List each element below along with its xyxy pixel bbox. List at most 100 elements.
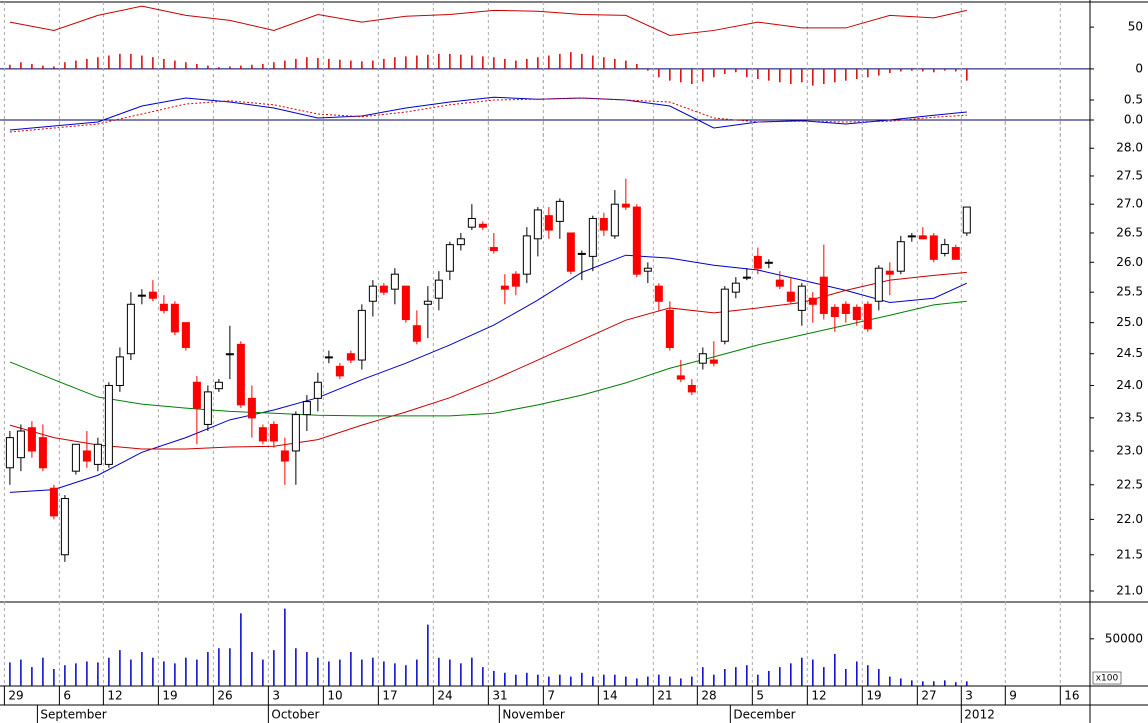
candle-body [16, 430, 25, 459]
candle-body [940, 244, 949, 254]
candle-body [390, 273, 399, 290]
candle-body [170, 303, 179, 333]
candle-body [918, 235, 927, 240]
candle-body [467, 218, 476, 228]
x-tick-label: 12 [107, 689, 122, 703]
unit-label: x100 [1096, 674, 1119, 684]
x-tick-label: 10 [327, 689, 342, 703]
y-tick-label: 24.0 [1116, 378, 1143, 392]
candle-body [632, 206, 641, 275]
candle-body [357, 309, 366, 361]
candle-body [907, 235, 916, 238]
candle-body [929, 235, 938, 260]
candle-body [621, 203, 630, 208]
candle-body [522, 235, 531, 275]
candle-body [269, 423, 278, 442]
candle-body [291, 414, 300, 452]
x-tick-label: 14 [602, 689, 617, 703]
candle-body [489, 247, 498, 251]
candle-body [753, 255, 762, 269]
y-tick-label: 26.0 [1116, 255, 1143, 269]
candle-body [720, 288, 729, 342]
y-tick-label: 21.5 [1116, 547, 1143, 561]
candle-body [82, 450, 91, 462]
candle-body [665, 309, 674, 348]
candle-body [456, 238, 465, 246]
candle-body [698, 353, 707, 364]
y-tick-label: 21.0 [1116, 583, 1143, 597]
candle-body [93, 443, 102, 465]
candle-body [181, 322, 190, 348]
candle-body [544, 215, 553, 231]
x-tick-label: 7 [547, 689, 555, 703]
candle-body [368, 285, 377, 302]
candle-body [533, 209, 542, 240]
candle-body [643, 267, 652, 272]
x-tick-label: 28 [701, 689, 716, 703]
candle-body [786, 291, 795, 302]
candle-body [126, 303, 135, 355]
candle-body [71, 443, 80, 472]
candle-body [159, 303, 168, 311]
y-tick-label: 50 [1128, 20, 1143, 34]
candle-body [874, 267, 883, 302]
x-tick-label: 5 [756, 689, 764, 703]
candle-body [962, 206, 971, 234]
moving-average [9, 254, 968, 493]
candle-body [401, 285, 410, 321]
y-tick-label: 0 [1135, 61, 1143, 75]
candle-body [764, 261, 773, 264]
candle-body [709, 359, 718, 364]
candle-body [511, 273, 520, 287]
y-tick-label: 26.5 [1116, 225, 1143, 239]
y-tick-label: 22.5 [1116, 477, 1143, 491]
candle-body [313, 381, 322, 399]
candle-body [192, 381, 201, 409]
candle-body [38, 437, 47, 469]
candle-body [104, 384, 113, 465]
candle-body [137, 294, 146, 297]
candle-body [555, 200, 564, 222]
candle-body [247, 397, 256, 419]
candle-body [687, 384, 696, 393]
candle-body [610, 203, 619, 237]
x-tick-label: 3 [965, 689, 973, 703]
y-tick-label: 27.5 [1116, 168, 1143, 182]
candle-body [731, 282, 740, 293]
month-label: November [502, 708, 564, 722]
month-label: December [733, 708, 795, 722]
candle-body [951, 247, 960, 260]
month-label: October [271, 708, 319, 722]
candle-body [60, 498, 69, 556]
x-tick-label: 19 [866, 689, 881, 703]
candle-body [852, 306, 861, 321]
candle-body [236, 343, 245, 406]
y-tick-label: 25.0 [1116, 315, 1143, 329]
x-tick-label: 17 [382, 689, 397, 703]
candle-body [379, 285, 388, 293]
candle-body [676, 375, 685, 380]
candle-body [423, 300, 432, 305]
candle-body [841, 303, 850, 314]
y-tick-label: 50000 [1105, 631, 1143, 645]
candle-body [49, 487, 58, 517]
x-tick-label: 3 [272, 689, 280, 703]
candle-body [588, 218, 597, 257]
x-tick-label: 6 [63, 689, 71, 703]
candle-body [27, 427, 36, 452]
candle-body [808, 297, 817, 305]
candle-body [797, 285, 806, 311]
x-tick-label: 31 [492, 689, 507, 703]
candle-body [830, 306, 839, 318]
x-tick-label: 16 [1064, 689, 1079, 703]
candle-body [148, 291, 157, 299]
candle-body [577, 252, 586, 255]
candle-body [302, 401, 311, 416]
candle-body [115, 356, 124, 386]
y-tick-label: 22.0 [1116, 512, 1143, 526]
x-tick-label: 12 [811, 689, 826, 703]
candle-body [500, 285, 509, 290]
month-label: 2012 [964, 708, 995, 722]
